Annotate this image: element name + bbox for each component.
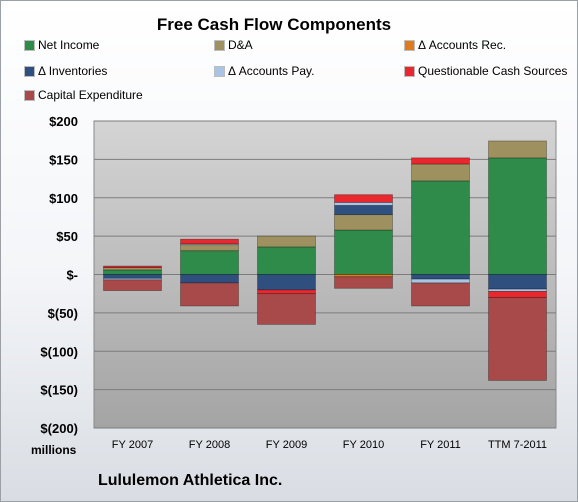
- bar-segment: [180, 244, 239, 252]
- bar-segment: [257, 274, 316, 291]
- x-tick-label: FY 2008: [189, 439, 230, 451]
- legend-item: Δ Accounts Rec.: [405, 37, 506, 53]
- legend-swatch: [215, 40, 224, 50]
- bar-segment: [334, 214, 393, 231]
- legend-item: Capital Expenditure: [25, 87, 143, 103]
- legend-label: Questionable Cash Sources: [418, 64, 568, 78]
- bar-segment: [411, 163, 470, 182]
- legend-swatch: [405, 40, 414, 50]
- y-tick-label: $(150): [40, 383, 78, 398]
- x-tick-label: FY 2010: [343, 439, 384, 451]
- x-tick-label: FY 2011: [420, 439, 461, 451]
- bar-segment: [411, 157, 470, 165]
- bar-segment: [488, 157, 547, 275]
- legend-item: Δ Accounts Pay.: [215, 63, 315, 79]
- y-tick-label: $200: [49, 114, 78, 129]
- legend-swatch: [25, 40, 34, 50]
- bar-segment: [334, 229, 393, 275]
- bar-segment: [411, 282, 470, 307]
- y-tick-label: $100: [49, 191, 78, 206]
- units-label: millions: [31, 443, 77, 457]
- x-tick-label: FY 2007: [112, 439, 153, 451]
- y-tick-label: $(50): [48, 306, 78, 321]
- bar-segment: [488, 140, 547, 159]
- legend-swatch: [215, 66, 224, 76]
- bar-segment: [180, 274, 239, 284]
- company-name: Lululemon Athletica Inc.: [98, 472, 283, 489]
- bar-segment: [488, 288, 547, 292]
- legend-label: Δ Accounts Rec.: [418, 38, 507, 52]
- bar-segment: [488, 290, 547, 298]
- bar-segment: [257, 289, 316, 295]
- legend-label: Δ Inventories: [38, 64, 108, 78]
- legend-swatch: [405, 66, 414, 76]
- bar-segment: [103, 269, 162, 275]
- bar-segment: [103, 274, 162, 279]
- bar-segment: [257, 246, 316, 275]
- bar-segment: [257, 235, 316, 248]
- legend-label: Capital Expenditure: [38, 88, 143, 102]
- bar-segment: [411, 274, 470, 280]
- legend-item: Questionable Cash Sources: [405, 63, 567, 79]
- legend-item: Δ Inventories: [25, 63, 107, 79]
- legend-item: D&A: [215, 37, 253, 53]
- y-tick-label: $(100): [40, 344, 78, 359]
- bar-segment: [257, 293, 316, 325]
- y-tick-label: $50: [56, 229, 78, 244]
- y-tick-label: $-: [66, 268, 78, 283]
- bar-segment: [103, 279, 162, 292]
- legend-label: Δ Accounts Pay.: [228, 64, 315, 78]
- bar-segment: [411, 180, 470, 275]
- chart-title: Free Cash Flow Components: [156, 15, 392, 34]
- x-tick-label: FY 2009: [266, 439, 307, 451]
- bar-segment: [103, 265, 162, 268]
- bar-segment: [334, 205, 393, 216]
- bar-segment: [334, 201, 393, 206]
- bar-segment: [180, 250, 239, 275]
- x-tick-label: TTM 7-2011: [488, 439, 547, 451]
- bar-segment: [180, 282, 239, 307]
- bar-segment: [488, 297, 547, 381]
- bar-segment: [488, 274, 547, 290]
- legend-item: Net Income: [25, 37, 99, 53]
- bar-segment: [334, 194, 393, 203]
- bar-segment: [334, 276, 393, 289]
- bar-segment: [411, 278, 470, 284]
- legend-label: Net Income: [38, 38, 100, 52]
- bar-segment: [180, 238, 239, 245]
- y-tick-label: $(200): [40, 421, 78, 436]
- legend-swatch: [25, 66, 34, 76]
- legend-label: D&A: [228, 38, 253, 52]
- y-tick-label: $150: [49, 152, 78, 167]
- legend-swatch: [25, 90, 34, 100]
